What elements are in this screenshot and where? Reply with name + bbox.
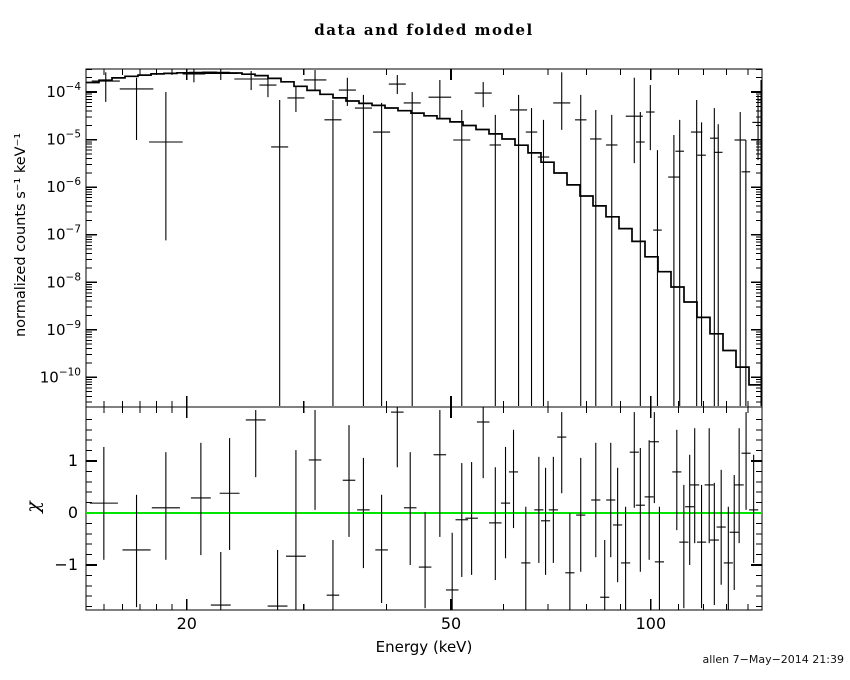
x-ticks [103, 69, 749, 610]
residual-data-group [89, 407, 759, 610]
chi-tick-label: 1 [68, 451, 78, 470]
x-tick-label: 50 [441, 614, 461, 633]
x-axis-label: Energy (keV) [375, 638, 473, 656]
chi-tick-label: −1 [54, 555, 78, 574]
tick-labels: 20 50 100 10−4 10−5 10−6 10−7 10−8 10−9 10−10 1 0 −1 [40, 81, 666, 633]
x-tick-label: 20 [177, 614, 197, 633]
spectrum-data-group [91, 69, 762, 406]
y-tick-label: 10−10 [40, 366, 81, 386]
y-tick-label: 10−8 [46, 271, 81, 291]
y-tick-label: 10−6 [46, 176, 81, 196]
y-tick-label: 10−9 [46, 319, 81, 339]
plot-title: data and folded model [314, 21, 534, 39]
y-tick-label: 10−5 [46, 129, 81, 149]
user-timestamp-signature: allen 7−May−2014 21:39 [702, 653, 844, 666]
model-group [86, 71, 762, 386]
x-tick-label: 100 [636, 614, 667, 633]
y-tick-label: 10−7 [46, 224, 81, 244]
chi-tick-label: 0 [68, 503, 78, 522]
panel-frames [85, 68, 763, 611]
residuals-panel-frame [85, 406, 763, 611]
y-tick-label: 10−4 [46, 81, 81, 101]
spectrum-panel-frame [85, 68, 763, 408]
model-step-line [86, 71, 762, 386]
y-ticks-spectrum [86, 68, 762, 403]
